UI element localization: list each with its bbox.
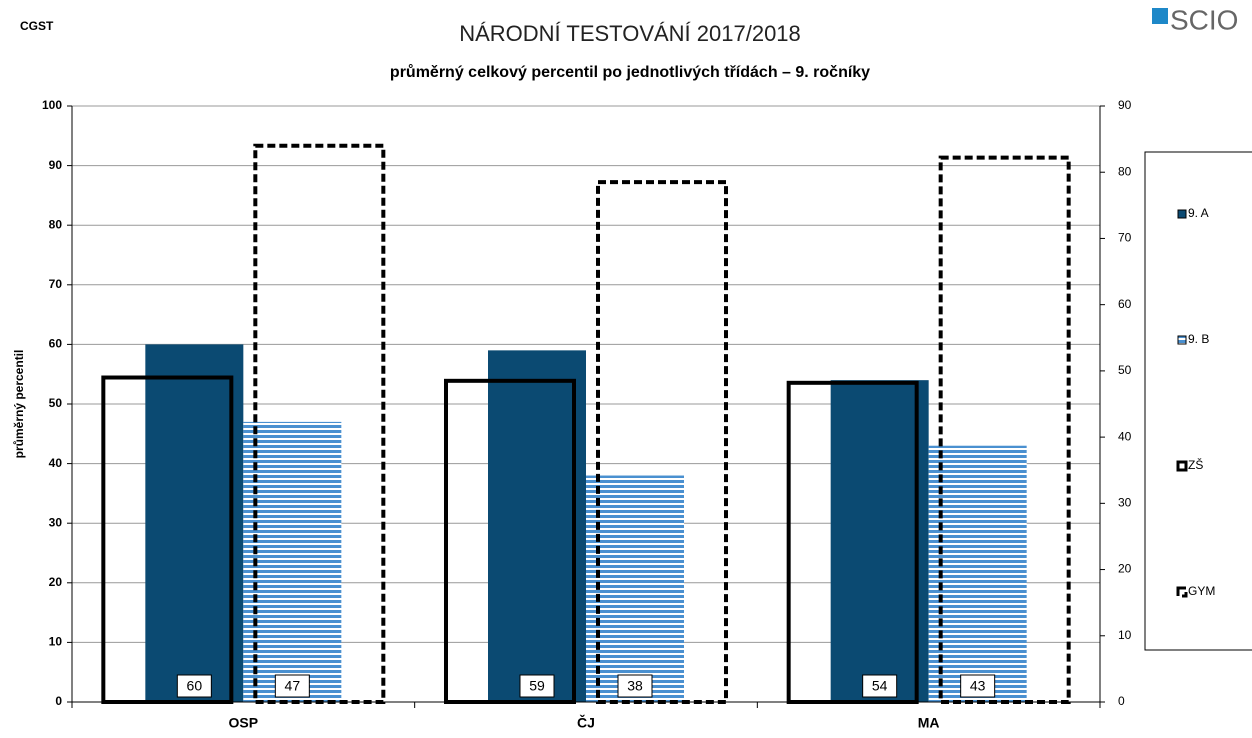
value-label: 59 [529, 678, 545, 694]
chart-subtitle: průměrný celkový percentil po jednotlivý… [390, 64, 870, 81]
logo-icon [1152, 8, 1168, 24]
y-tick-label: 0 [55, 694, 62, 708]
y2-tick-label: 50 [1118, 363, 1132, 377]
y2-tick-label: 10 [1118, 628, 1132, 642]
value-label-box [960, 674, 996, 698]
value-label: 38 [627, 678, 643, 694]
legend-box [1144, 151, 1252, 651]
value-label-box [617, 674, 653, 698]
x-tick-label: MA [918, 715, 940, 731]
y2-tick-label: 90 [1118, 98, 1132, 112]
bar [830, 380, 929, 702]
corner-label: CGST [20, 19, 54, 33]
bar [145, 344, 244, 702]
legend-label: 9. B [1188, 332, 1209, 346]
legend-swatch [1176, 460, 1188, 472]
legend-swatch [1177, 335, 1187, 345]
y-tick-label: 10 [49, 635, 63, 649]
value-label: 47 [285, 678, 301, 694]
value-label-box [519, 674, 555, 698]
x-tick-label: OSP [229, 715, 259, 731]
bar [586, 475, 684, 702]
y2-tick-label: 0 [1118, 694, 1125, 708]
y2-tick-label: 80 [1118, 164, 1132, 178]
legend-swatch [1176, 586, 1188, 598]
y2-tick-label: 20 [1118, 562, 1132, 576]
value-label-box [274, 674, 310, 698]
legend-label: ZŠ [1188, 457, 1203, 472]
y-tick-label: 20 [49, 575, 63, 589]
bar [928, 445, 1027, 702]
y2-tick-label: 70 [1118, 231, 1132, 245]
y2-tick-label: 60 [1118, 297, 1132, 311]
legend-label: GYM [1188, 584, 1215, 598]
value-label: 54 [872, 678, 888, 694]
y2-tick-label: 30 [1118, 496, 1132, 510]
value-label: 60 [187, 678, 203, 694]
y-tick-label: 40 [49, 456, 63, 470]
logo: SCIO [1170, 4, 1238, 35]
y-tick-label: 70 [49, 277, 63, 291]
chart-title: NÁRODNÍ TESTOVÁNÍ 2017/2018 [459, 21, 801, 46]
x-tick-label: ČJ [577, 714, 595, 731]
bar [243, 421, 342, 702]
y-tick-label: 90 [49, 158, 63, 172]
value-label-box [862, 674, 898, 698]
legend-swatch [1177, 209, 1187, 219]
y-tick-label: 60 [49, 337, 63, 351]
y-axis-label: průměrný percentil [12, 350, 26, 459]
y-tick-label: 50 [49, 396, 63, 410]
value-label-box [176, 674, 212, 698]
y-tick-label: 100 [42, 98, 62, 112]
bar [488, 350, 586, 702]
legend-label: 9. A [1188, 206, 1209, 220]
y-tick-label: 80 [49, 217, 63, 231]
y-tick-label: 30 [49, 515, 63, 529]
value-label: 43 [970, 678, 986, 694]
y2-tick-label: 40 [1118, 429, 1132, 443]
